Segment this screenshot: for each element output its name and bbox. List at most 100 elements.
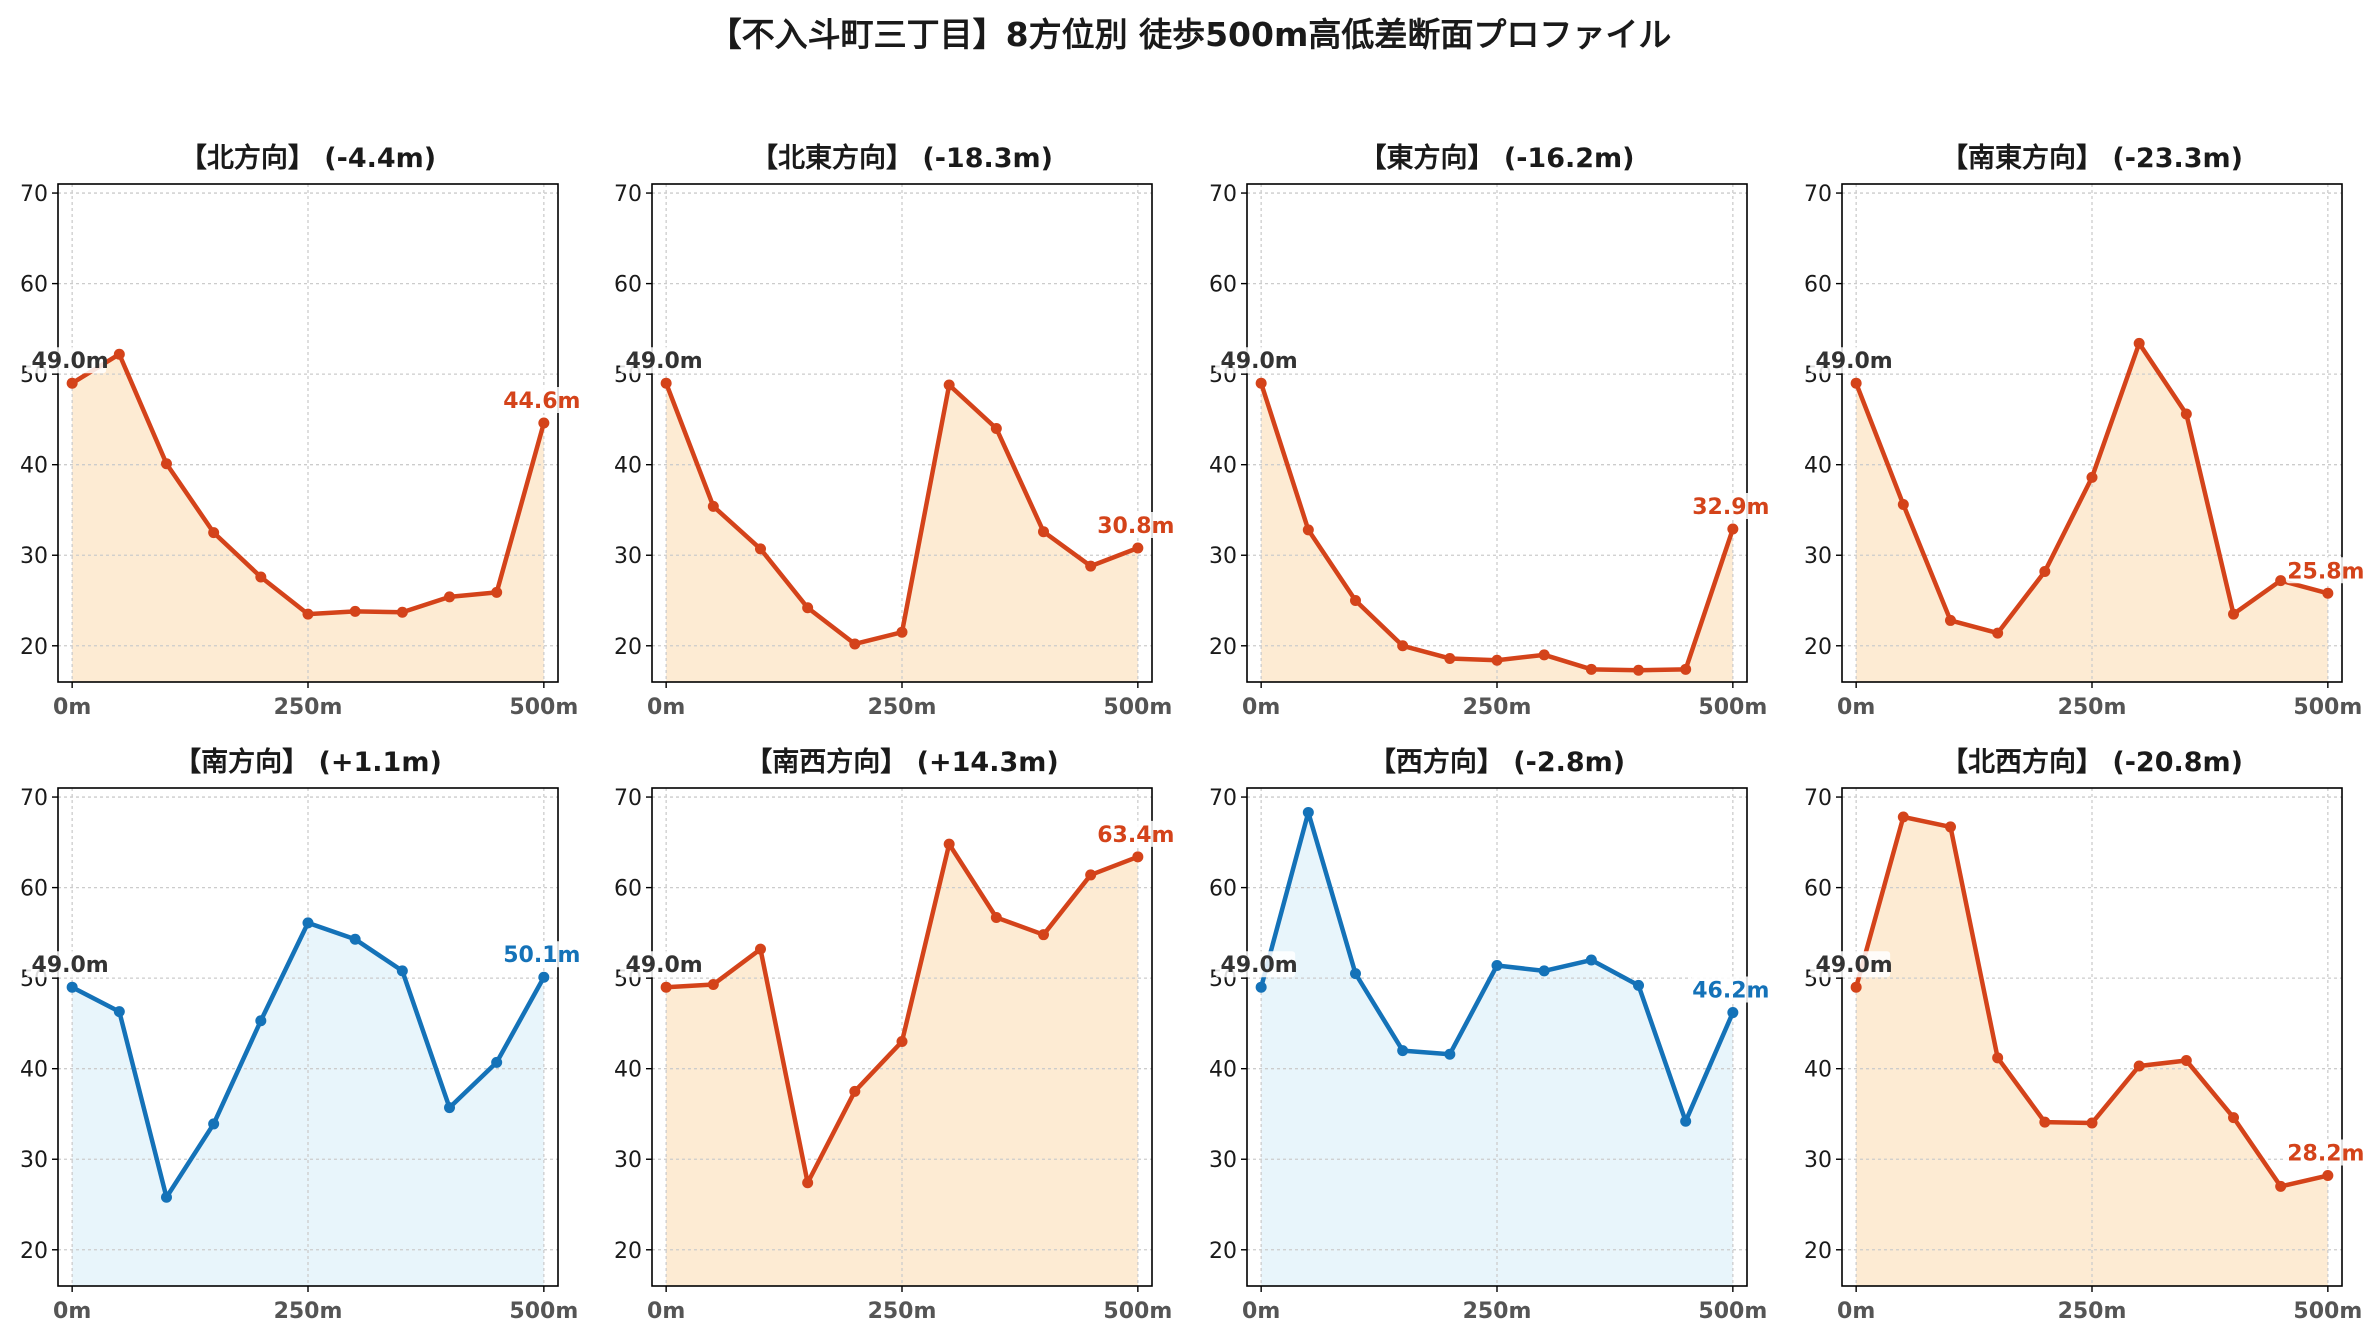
subplot-title: 【南東方向】 (-23.3m) <box>1941 142 2243 174</box>
data-point <box>1727 523 1739 535</box>
start-label: 49.0m <box>626 349 703 374</box>
x-tick-label: 500m <box>1103 1299 1172 1324</box>
data-point <box>1680 1115 1692 1127</box>
start-label-bg <box>1810 951 1891 978</box>
x-tick-label: 0m <box>53 695 91 720</box>
data-point <box>538 417 550 429</box>
data-point <box>66 981 78 993</box>
end-label: 25.8m <box>2287 559 2364 584</box>
data-point <box>1850 377 1862 389</box>
end-label: 46.2m <box>1692 979 1769 1004</box>
start-label: 49.0m <box>1816 953 1893 978</box>
area-fill <box>1856 343 2328 682</box>
end-label-bg <box>1690 976 1771 1003</box>
data-point <box>2086 1117 2098 1129</box>
y-tick-label: 30 <box>1804 544 1832 569</box>
subplot-title: 【北方向】 (-4.4m) <box>180 142 436 174</box>
x-tick-label: 500m <box>2293 1299 2362 1324</box>
end-label-bg <box>1095 511 1176 538</box>
start-label-bg <box>1215 347 1296 374</box>
y-tick-label: 20 <box>1209 1239 1237 1264</box>
data-point <box>1444 652 1456 664</box>
y-tick-label: 30 <box>1209 544 1237 569</box>
end-label: 63.4m <box>1097 823 1174 848</box>
x-tick-label: 250m <box>1463 695 1532 720</box>
end-label-bg <box>501 387 582 414</box>
start-label: 49.0m <box>32 349 109 374</box>
data-point <box>1397 640 1409 652</box>
y-tick-label: 60 <box>1209 877 1237 902</box>
figure-title: 【不入斗町三丁目】8方位別 徒歩500m高低差断面プロファイル <box>708 15 1672 54</box>
data-point <box>1585 954 1597 966</box>
area-fill <box>72 354 544 682</box>
y-tick-label: 40 <box>614 1058 642 1083</box>
data-point <box>1085 869 1097 881</box>
end-label: 32.9m <box>1692 495 1769 520</box>
data-point <box>802 1177 814 1189</box>
y-tick-label: 60 <box>20 273 48 298</box>
data-point <box>491 1056 503 1068</box>
data-point <box>660 377 672 389</box>
data-point <box>2133 1060 2145 1072</box>
data-point <box>1255 981 1267 993</box>
data-point <box>2180 1055 2192 1067</box>
data-point <box>160 458 172 470</box>
area-fill <box>1261 383 1733 682</box>
y-tick-label: 30 <box>20 544 48 569</box>
data-point <box>707 978 719 990</box>
data-point <box>1038 929 1050 941</box>
x-tick-label: 500m <box>1103 695 1172 720</box>
y-tick-label: 40 <box>20 1058 48 1083</box>
data-point <box>2322 587 2334 599</box>
data-point <box>2228 1112 2240 1124</box>
data-point <box>349 605 361 617</box>
data-point <box>2180 408 2192 420</box>
end-label: 44.6m <box>503 389 580 414</box>
data-point <box>113 348 125 360</box>
x-tick-label: 500m <box>1698 1299 1767 1324</box>
x-tick-label: 0m <box>1242 1299 1280 1324</box>
data-point <box>1992 1052 2004 1064</box>
area-fill <box>72 922 544 1286</box>
data-point <box>849 1085 861 1097</box>
data-point <box>1944 614 1956 626</box>
data-point <box>255 571 267 583</box>
end-label: 30.8m <box>1097 514 1174 539</box>
x-tick-label: 0m <box>647 695 685 720</box>
y-tick-label: 70 <box>1804 786 1832 811</box>
y-tick-label: 30 <box>20 1148 48 1173</box>
end-label-bg <box>501 941 582 968</box>
data-point <box>444 591 456 603</box>
y-tick-label: 60 <box>20 877 48 902</box>
y-tick-label: 60 <box>1209 273 1237 298</box>
subplot-title: 【北東方向】 (-18.3m) <box>751 142 1053 174</box>
data-point <box>1444 1048 1456 1060</box>
data-point <box>2275 1180 2287 1192</box>
area-fill <box>666 383 1138 682</box>
data-point <box>444 1102 456 1114</box>
x-tick-label: 250m <box>868 695 937 720</box>
end-label: 50.1m <box>503 943 580 968</box>
data-point <box>990 422 1002 434</box>
data-point <box>113 1006 125 1018</box>
data-point <box>2039 1116 2051 1128</box>
y-tick-label: 20 <box>1804 1239 1832 1264</box>
start-label: 49.0m <box>1816 349 1893 374</box>
subplot-title: 【南西方向】 (+14.3m) <box>745 746 1058 778</box>
data-point <box>849 638 861 650</box>
start-label-bg <box>620 347 701 374</box>
y-tick-label: 70 <box>614 786 642 811</box>
y-tick-label: 70 <box>1209 786 1237 811</box>
data-point <box>2039 566 2051 578</box>
start-label: 49.0m <box>32 953 109 978</box>
y-tick-label: 20 <box>20 1239 48 1264</box>
data-point <box>2228 608 2240 620</box>
y-tick-label: 30 <box>1209 1148 1237 1173</box>
start-label-bg <box>26 347 107 374</box>
